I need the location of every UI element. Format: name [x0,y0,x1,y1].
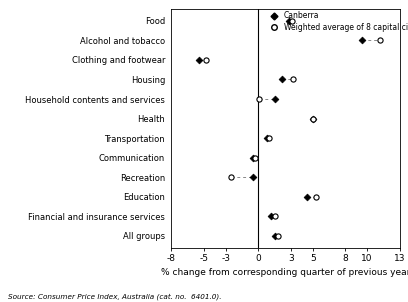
Point [290,77,297,82]
Point [266,136,273,140]
X-axis label: % change from corresponding quarter of previous year: % change from corresponding quarter of p… [161,268,408,278]
Point [275,233,281,238]
Point [228,175,235,180]
Point [310,116,316,121]
Point [310,116,316,121]
Point [256,97,263,101]
Point [279,77,286,82]
Point [252,155,258,160]
Point [250,175,256,180]
Point [264,136,271,140]
Point [268,214,275,219]
Point [271,97,278,101]
Point [377,38,384,43]
Point [271,214,278,219]
Legend: Canberra, Weighted average of 8 capital cities: Canberra, Weighted average of 8 capital … [266,11,408,32]
Point [203,57,209,62]
Point [195,57,202,62]
Point [289,18,295,23]
Text: Source: Consumer Price Index, Australia (cat. no.  6401.0).: Source: Consumer Price Index, Australia … [8,294,222,300]
Point [313,194,319,199]
Point [359,38,365,43]
Point [304,194,310,199]
Point [286,18,292,23]
Point [271,233,278,238]
Point [250,155,256,160]
